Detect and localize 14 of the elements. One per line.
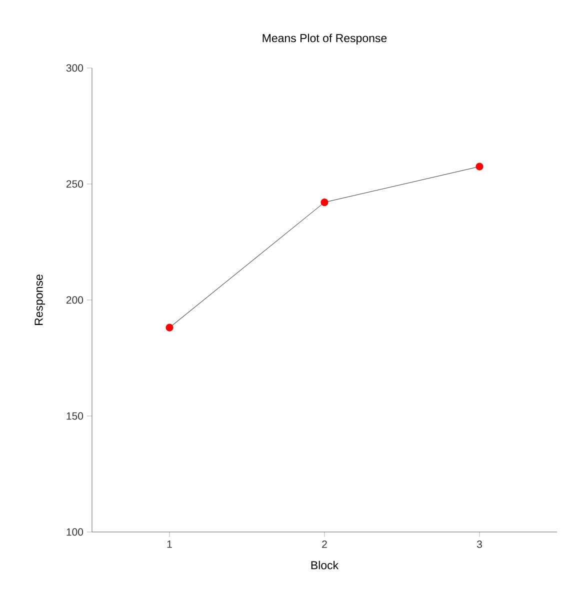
y-tick-label: 250	[66, 180, 84, 188]
y-axis-title: Response	[34, 274, 46, 325]
x-tick-label: 3	[476, 540, 482, 548]
point	[476, 162, 484, 170]
chart-title: Means Plot of Response	[262, 34, 387, 44]
x-axis-title: Block	[311, 560, 339, 570]
point	[320, 198, 328, 206]
x-tick-label: 1	[167, 540, 172, 548]
y-tick-label: 150	[66, 412, 84, 420]
point	[166, 324, 174, 332]
y-tick-label: 200	[66, 296, 84, 304]
y-tick-label: 300	[66, 64, 84, 72]
y-tick-label: 100	[66, 528, 84, 536]
x-tick-label: 2	[322, 540, 327, 548]
